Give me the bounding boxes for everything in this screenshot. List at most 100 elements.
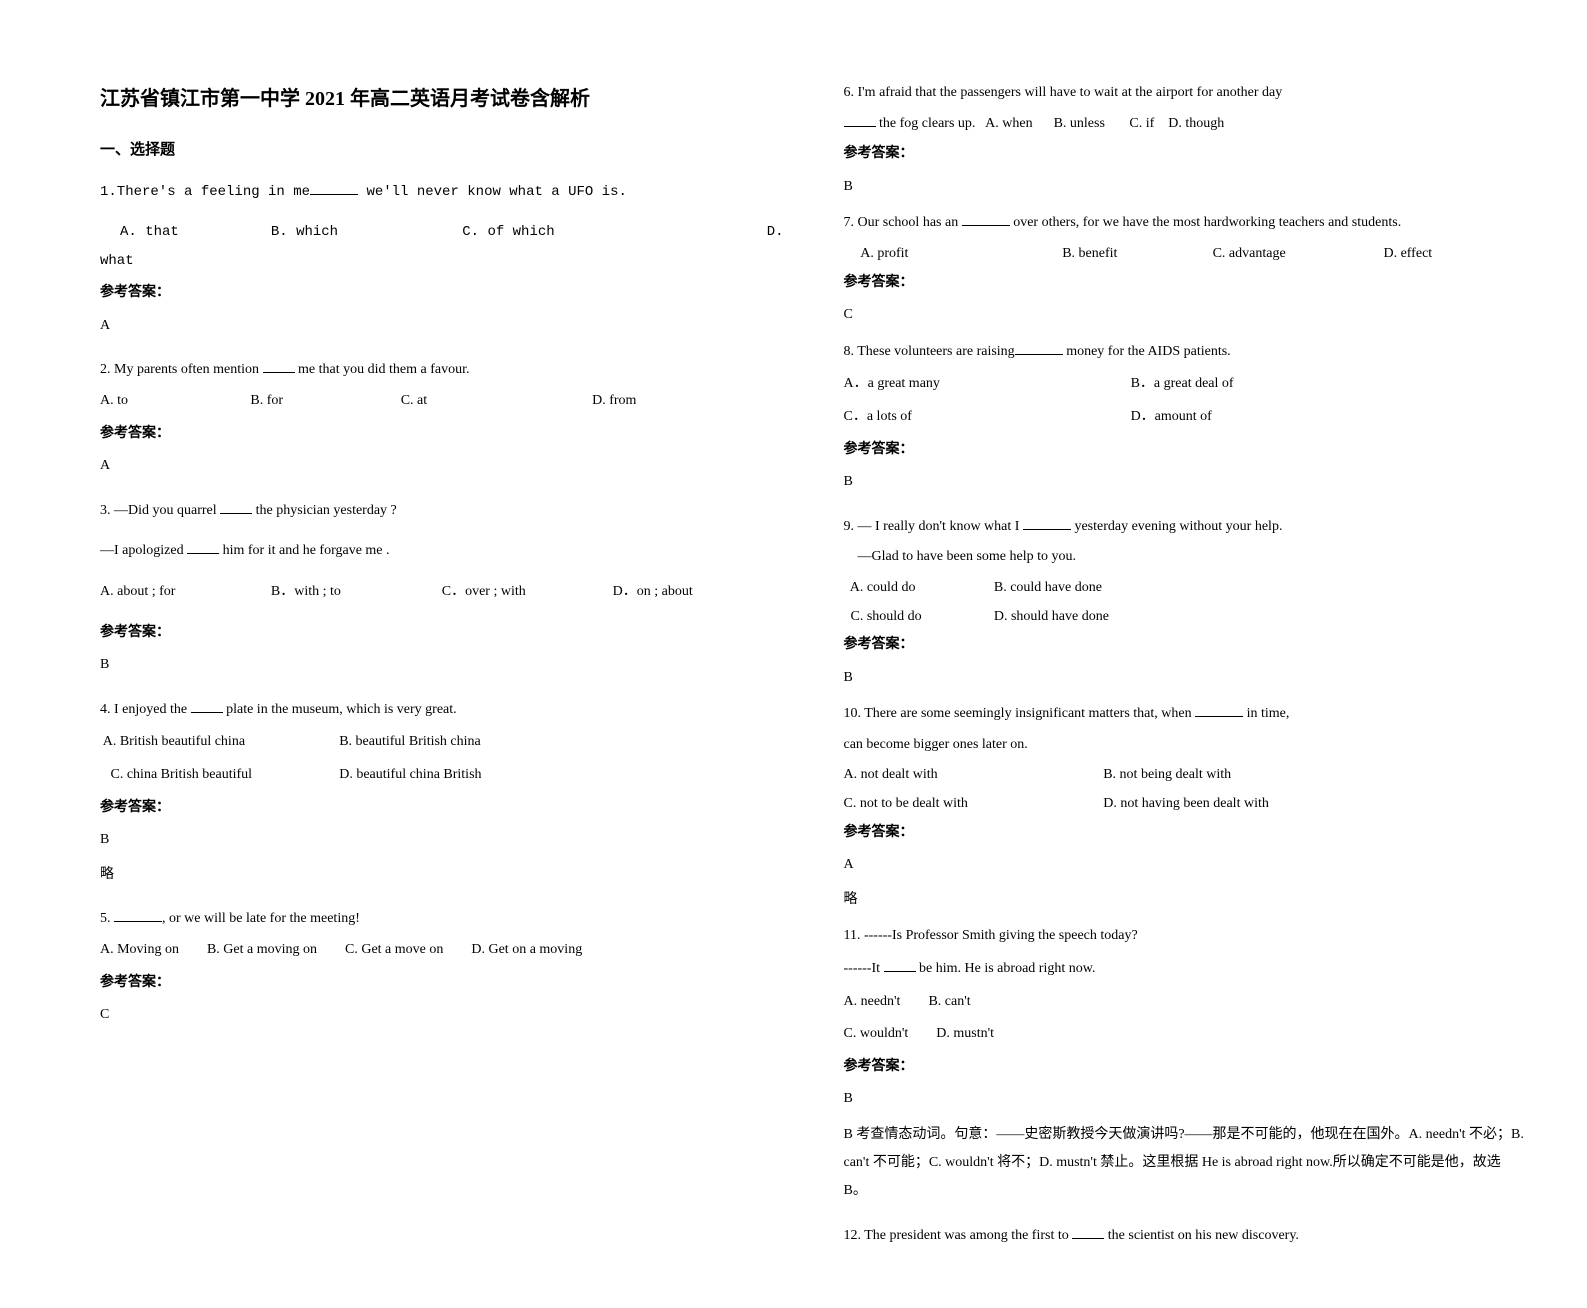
q11-optC: C. wouldn't	[844, 1021, 909, 1048]
q8-stem-a: 8. These volunteers are raising	[844, 344, 1015, 359]
q6-line2: the fog clears up. A. when B. unless C. …	[844, 111, 1528, 138]
blank	[1023, 517, 1071, 530]
q1-stem: 1.There's a feeling in me we'll never kn…	[100, 179, 784, 206]
question-1: 1.There's a feeling in me we'll never kn…	[100, 179, 784, 340]
q9-line1: 9. — I really don't know what I yesterda…	[844, 514, 1528, 541]
q2-optB: B. for	[250, 388, 400, 415]
q1-stem-a: 1.There's a feeling in me	[100, 184, 310, 200]
q3-optA: A. about ; for	[100, 579, 271, 606]
q5-optD: D. Get on a moving	[471, 937, 582, 964]
q7-stem: 7. Our school has an over others, for we…	[844, 210, 1528, 237]
q1-optC: C. of which	[462, 219, 653, 246]
question-10: 10. There are some seemingly insignifica…	[844, 701, 1528, 913]
q9-answer: B	[844, 665, 1528, 692]
q10-optC: C. not to be dealt with	[844, 791, 1104, 818]
title-year: 2021	[305, 88, 345, 110]
q5-stem-a: 5.	[100, 911, 114, 926]
question-7: 7. Our school has an over others, for we…	[844, 210, 1528, 328]
answer-label: 参考答案：	[100, 620, 784, 647]
q11-l2a: ------It	[844, 961, 884, 976]
q11-l2b: be him. He is abroad right now.	[916, 961, 1096, 976]
answer-label: 参考答案：	[844, 437, 1528, 464]
q2-answer: A	[100, 453, 784, 480]
q8-options-row1: A．a great many B．a great deal of	[844, 371, 1528, 398]
q5-optC: C. Get a move on	[345, 937, 443, 964]
q4-optB: B. beautiful British china	[339, 729, 481, 756]
q6-line1: 6. I'm afraid that the passengers will h…	[844, 80, 1528, 107]
answer-label: 参考答案：	[100, 795, 784, 822]
answer-label: 参考答案：	[844, 141, 1528, 168]
answer-label: 参考答案：	[844, 632, 1528, 659]
q9-optC: C. should do	[844, 604, 994, 631]
q1-optD-letter: D.	[654, 219, 784, 246]
q7-optA: A. profit	[844, 241, 1063, 268]
blank	[884, 959, 916, 972]
q5-options: A. Moving on B. Get a moving on C. Get a…	[100, 937, 784, 964]
q7-optC: C. advantage	[1213, 241, 1384, 268]
q1-stem-b: we'll never know what a UFO is.	[358, 184, 627, 200]
q5-answer: C	[100, 1002, 784, 1029]
blank	[1015, 342, 1063, 355]
page: 江苏省镇江市第一中学 2021 年高二英语月考试卷含解析 一、选择题 1.The…	[0, 0, 1587, 1308]
q3-l2a: —I apologized	[100, 543, 187, 558]
q10-omit: 略	[844, 887, 1528, 914]
section-heading-1: 一、选择题	[100, 136, 784, 165]
q5-optB: B. Get a moving on	[207, 937, 317, 964]
q7-optB: B. benefit	[1062, 241, 1212, 268]
q3-line2: —I apologized him for it and he forgave …	[100, 538, 784, 565]
answer-label: 参考答案：	[100, 970, 784, 997]
blank	[962, 214, 1010, 227]
q11-line1: 11. ------Is Professor Smith giving the …	[844, 923, 1528, 950]
q3-l1b: the physician yesterday ?	[252, 503, 397, 518]
q7-answer: C	[844, 302, 1528, 329]
q5-stem-b: , or we will be late for the meeting!	[162, 911, 360, 926]
q12-stem-a: 12. The president was among the first to	[844, 1228, 1073, 1243]
q2-options: A. to B. for C. at D. from	[100, 388, 784, 415]
q10-optB: B. not being dealt with	[1103, 762, 1231, 789]
answer-label: 参考答案：	[844, 820, 1528, 847]
q11-optB: B. can't	[928, 989, 970, 1016]
q2-optA: A. to	[100, 388, 250, 415]
q6-answer: B	[844, 174, 1528, 201]
q3-l1a: 3. —Did you quarrel	[100, 503, 220, 518]
q7-options: A. profit B. benefit C. advantage D. eff…	[844, 241, 1528, 268]
q7-optD: D. effect	[1383, 241, 1432, 268]
blank	[114, 910, 162, 923]
q4-omit: 略	[100, 862, 784, 889]
q11-explanation: B 考查情态动词。句意：——史密斯教授今天做演讲吗?——那是不可能的，他现在在国…	[844, 1121, 1528, 1205]
q9-l1b: yesterday evening without your help.	[1071, 519, 1283, 534]
q8-optB: B．a great deal of	[1131, 371, 1234, 398]
q10-answer: A	[844, 852, 1528, 879]
q4-optD: D. beautiful china British	[339, 762, 481, 789]
q5-optA: A. Moving on	[100, 937, 179, 964]
question-2: 2. My parents often mention me that you …	[100, 357, 784, 479]
q4-optC: C. china British beautiful	[100, 762, 339, 789]
q11-answer: B	[844, 1086, 1528, 1113]
q4-stem-b: plate in the museum, which is very great…	[223, 702, 457, 717]
q3-answer: B	[100, 652, 784, 679]
blank	[1072, 1226, 1104, 1239]
doc-title: 江苏省镇江市第一中学 2021 年高二英语月考试卷含解析	[100, 80, 784, 118]
q3-optC: C．over ; with	[442, 579, 613, 606]
question-9: 9. — I really don't know what I yesterda…	[844, 514, 1528, 692]
q12-stem-b: the scientist on his new discovery.	[1104, 1228, 1299, 1243]
q8-optD: D．amount of	[1131, 404, 1212, 431]
question-12: 12. The president was among the first to…	[844, 1223, 1528, 1250]
q7-stem-b: over others, for we have the most hardwo…	[1010, 215, 1402, 230]
question-11: 11. ------Is Professor Smith giving the …	[844, 923, 1528, 1205]
blank	[187, 542, 219, 555]
blank	[263, 361, 295, 374]
q11-optD: D. mustn't	[936, 1021, 994, 1048]
q2-optC: C. at	[401, 388, 592, 415]
q3-l2b: him for it and he forgave me .	[219, 543, 389, 558]
q3-line1: 3. —Did you quarrel the physician yester…	[100, 498, 784, 525]
blank	[1195, 705, 1243, 718]
q2-stem: 2. My parents often mention me that you …	[100, 357, 784, 384]
question-6: 6. I'm afraid that the passengers will h…	[844, 80, 1528, 200]
q11-options-row2: C. wouldn't D. mustn't	[844, 1021, 1528, 1048]
q10-line1: 10. There are some seemingly insignifica…	[844, 701, 1528, 728]
q3-optB: B．with ; to	[271, 579, 442, 606]
question-8: 8. These volunteers are raising money fo…	[844, 339, 1528, 496]
q4-optA: A. British beautiful china	[100, 729, 339, 756]
left-column: 江苏省镇江市第一中学 2021 年高二英语月考试卷含解析 一、选择题 1.The…	[100, 80, 784, 1268]
